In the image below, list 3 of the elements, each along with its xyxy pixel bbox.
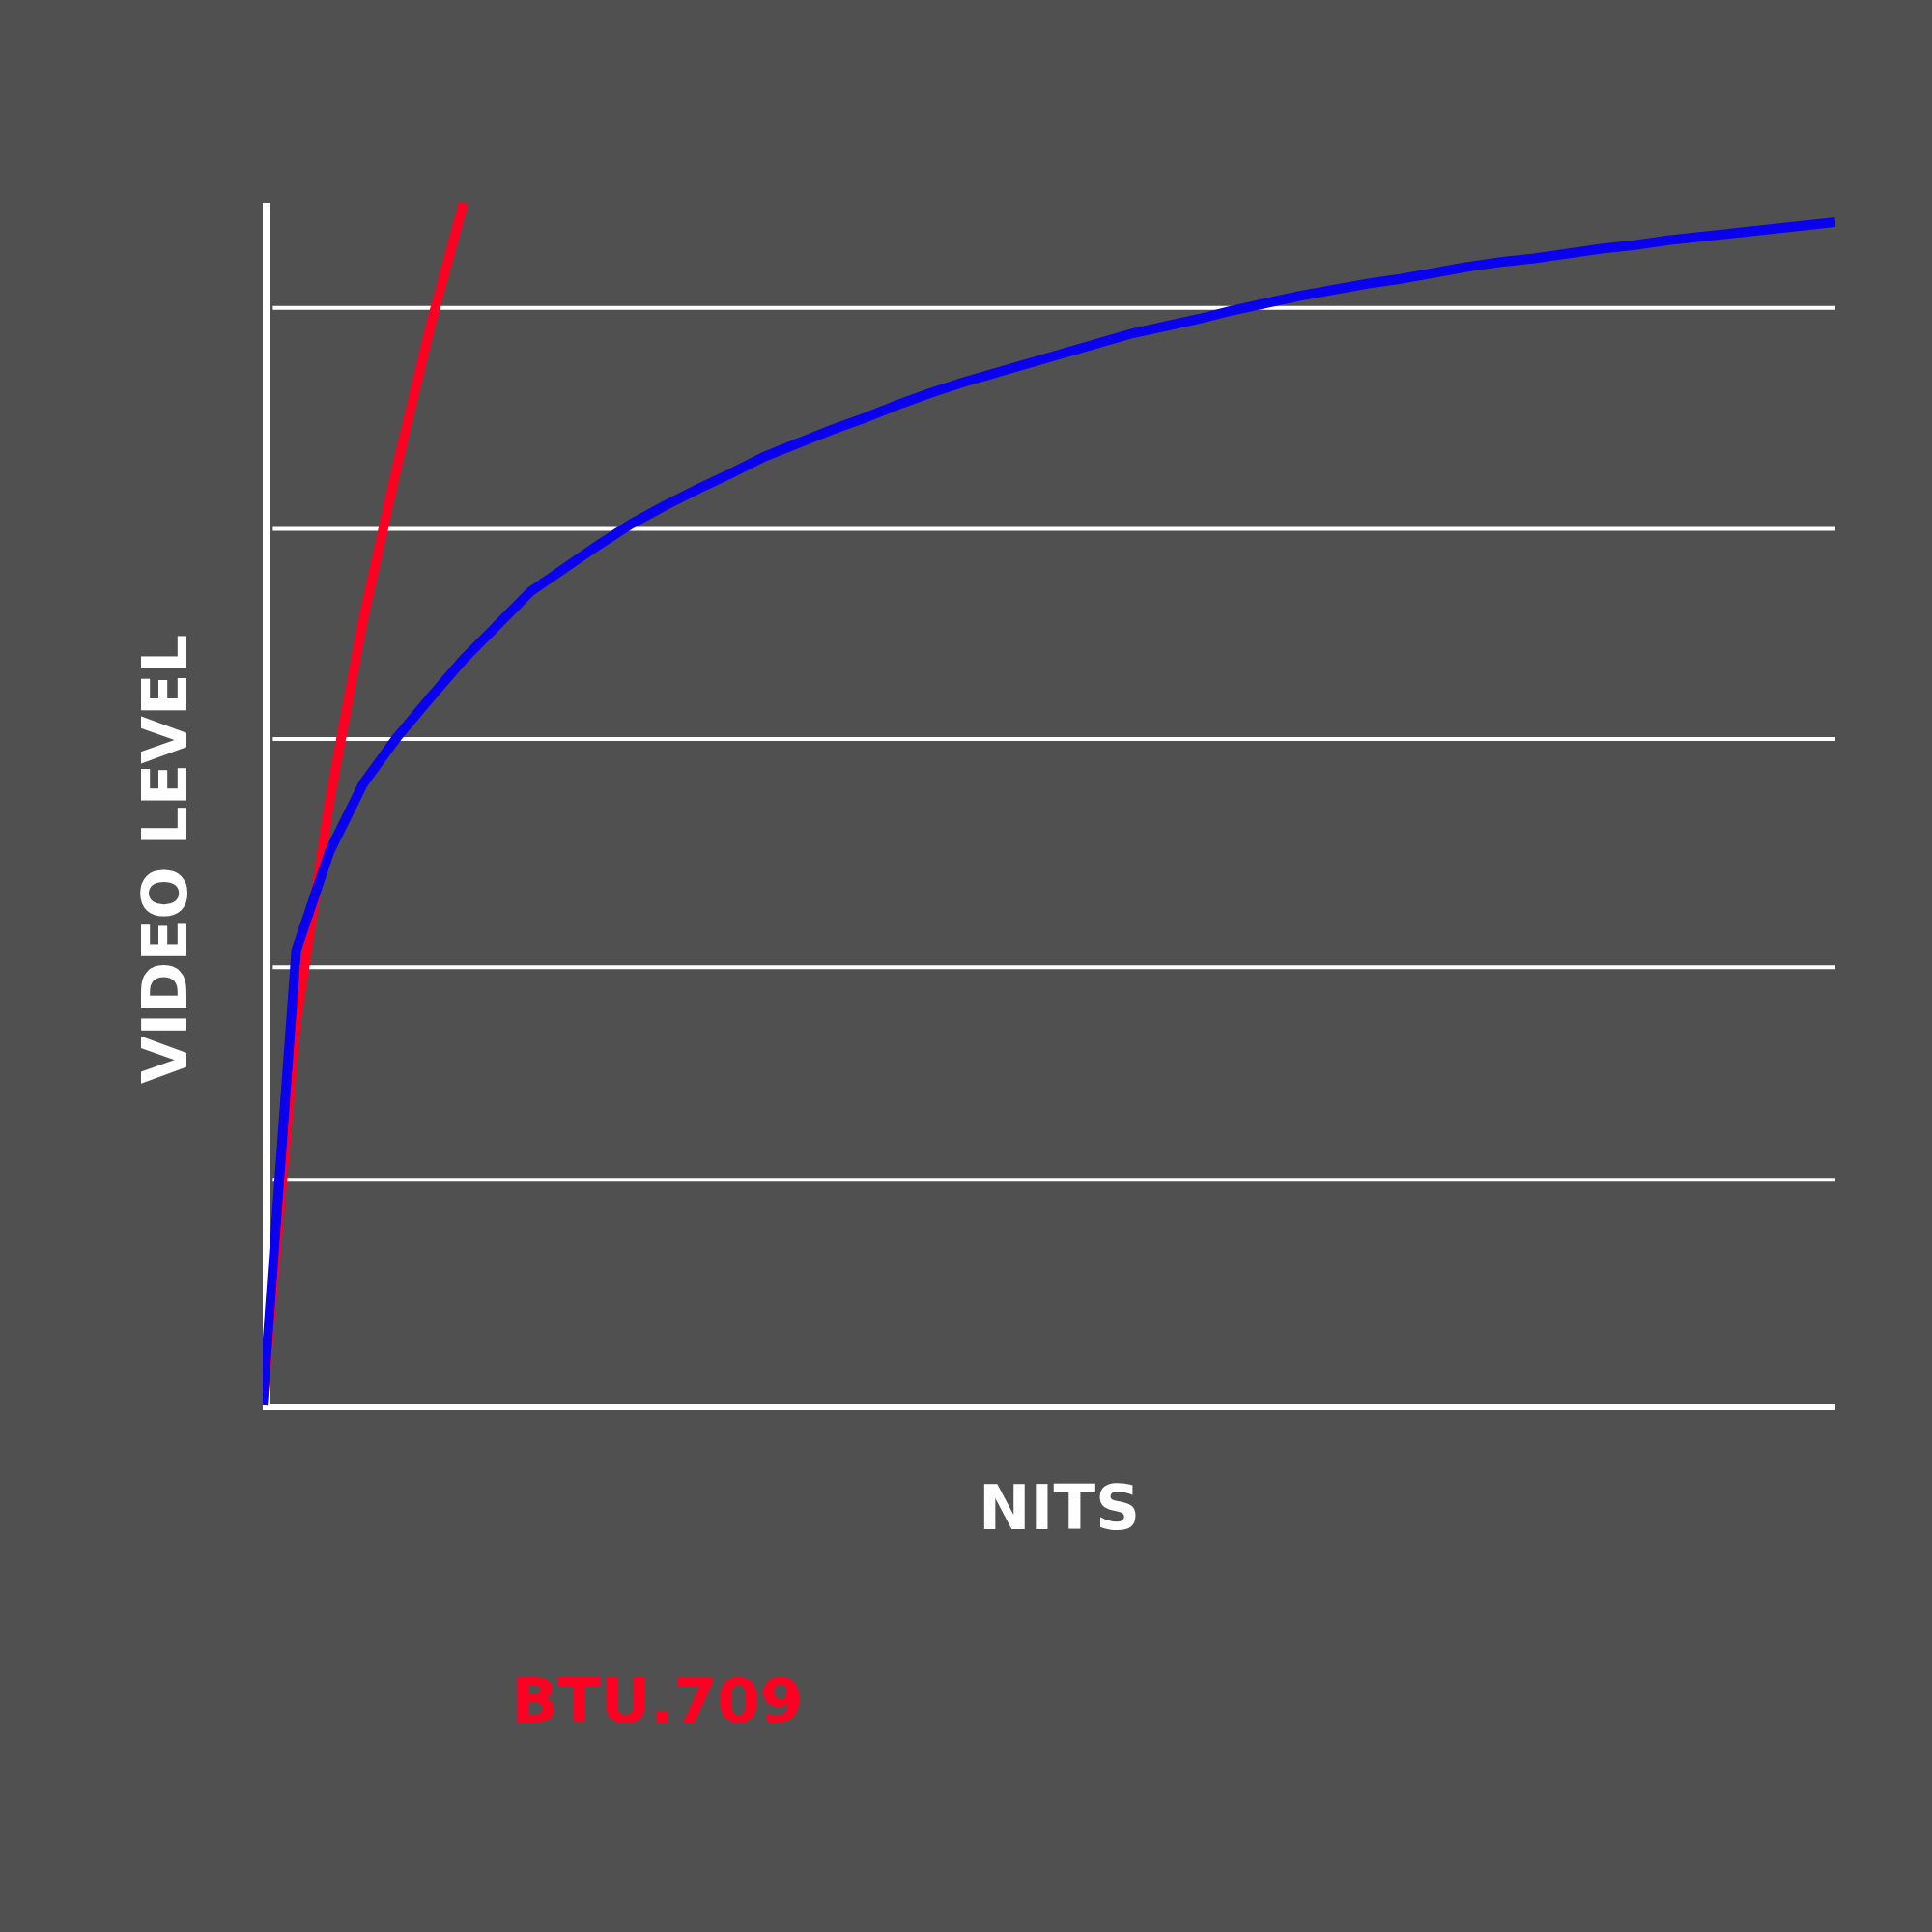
text: BTU.709: [511, 1665, 804, 1737]
y-axis-title: VIDEO LEVEL: [129, 634, 201, 1084]
x-axis-title: NITS: [979, 1472, 1141, 1544]
